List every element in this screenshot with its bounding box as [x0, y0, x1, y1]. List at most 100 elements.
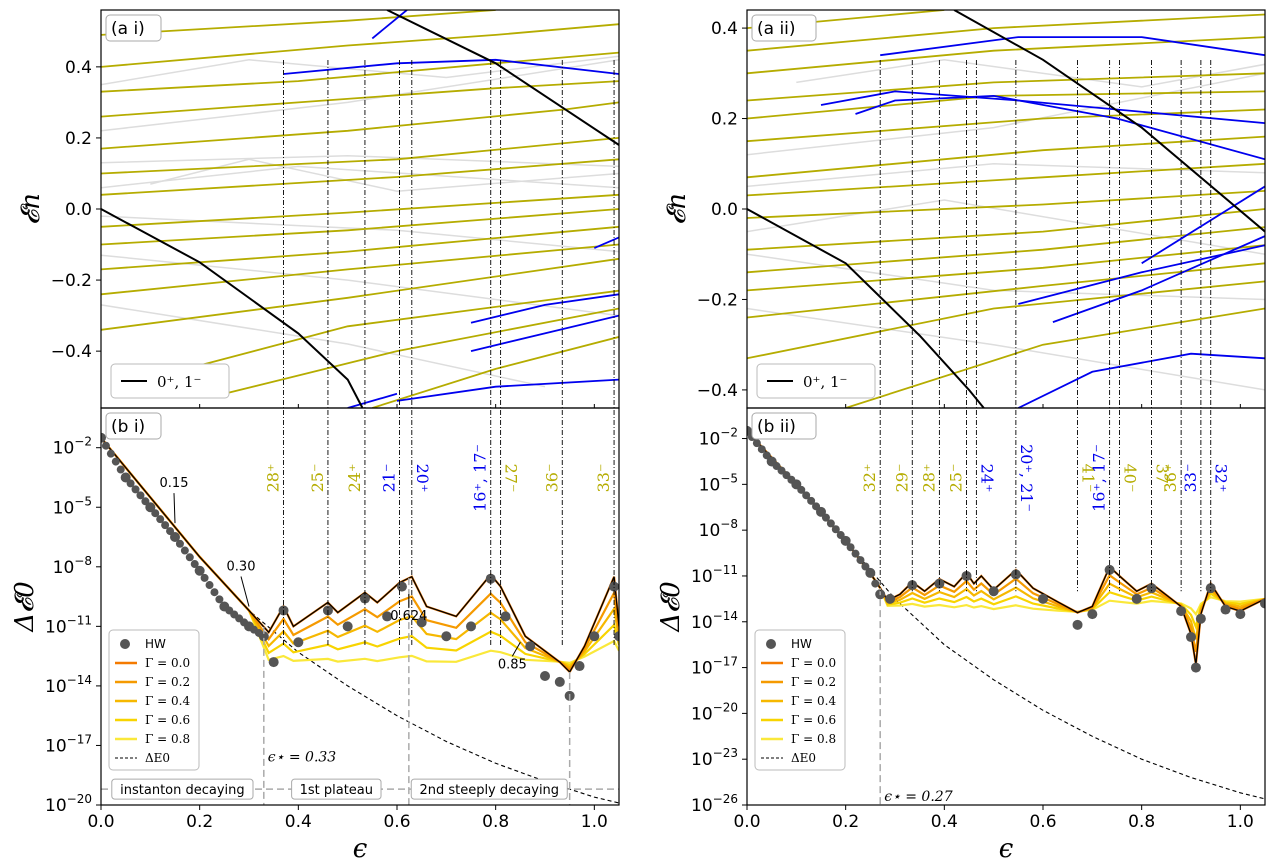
legend-marker — [120, 639, 130, 649]
legend-label: Γ = 0.2 — [791, 675, 836, 689]
hw-point — [161, 521, 170, 530]
resonance-label: 24⁺ — [345, 464, 364, 493]
hw-point — [554, 676, 565, 687]
ytick-label: −0.4 — [697, 381, 738, 401]
level-line-olive — [101, 23, 619, 68]
panel-b-ii: ϵ⋆ = 0.27 32⁺ 29⁻ 28⁺ 25⁻ 24⁺ 20⁺, 21⁻ 41⁻16⁺, … — [656, 407, 1266, 861]
panel-a-i: −0.4 −0.2 0.0 0.2 0.4 𝓔n (a i) 0⁺, 1⁻ — [16, 9, 620, 409]
hw-point — [116, 465, 125, 474]
level-line-olive — [845, 307, 1265, 408]
hw-point — [841, 536, 850, 545]
ytick-label: 10−20 — [45, 792, 92, 816]
legend-label: Γ = 0.4 — [145, 694, 190, 708]
hw-point — [540, 670, 550, 681]
ytick-label: 0.0 — [65, 200, 92, 220]
legend-label: 0⁺, 1⁻ — [803, 373, 847, 391]
ytick-label: 10−11 — [691, 563, 738, 587]
annotation-label: 0.85 — [498, 657, 527, 672]
legend-label: Γ = 0.4 — [791, 694, 836, 708]
hw-point — [792, 480, 801, 489]
gamma-curve — [747, 430, 1265, 631]
hw-point — [1186, 632, 1196, 643]
ytick-label: 10−14 — [45, 673, 92, 697]
ytick-label: 10−5 — [53, 494, 92, 518]
decay-plot — [747, 425, 1265, 800]
level-line-grey — [101, 59, 619, 132]
hw-point — [757, 445, 766, 454]
level-line-blue — [347, 392, 398, 408]
ytick-label: 10−23 — [691, 746, 738, 770]
hw-point — [1131, 593, 1142, 604]
level-line-blue — [1141, 185, 1265, 265]
legend-label: Γ = 0.0 — [791, 656, 836, 670]
legend-box — [108, 629, 200, 771]
panel-label: (b i) — [111, 417, 145, 437]
level-line-olive — [101, 80, 619, 118]
axes-frame — [746, 9, 1266, 409]
level-line-black — [953, 10, 1265, 233]
xtick-label: 1.0 — [1227, 812, 1254, 832]
annotation-arrow — [173, 493, 176, 524]
hw-point — [215, 595, 224, 604]
level-line-blue — [593, 236, 619, 249]
resonance-label: 36⁺ — [1161, 464, 1180, 493]
level-line-olive — [101, 158, 619, 196]
hw-point — [609, 581, 619, 592]
level-line-black — [747, 208, 985, 408]
region-box — [410, 778, 568, 800]
ytick-label: 10−11 — [45, 613, 92, 637]
resonance-label: 20⁺ — [413, 464, 432, 493]
xtick-label: 1.0 — [581, 812, 608, 832]
level-line-grey — [747, 307, 1265, 391]
legend-box — [756, 363, 876, 399]
hw-point — [126, 479, 135, 488]
hw-point — [136, 491, 145, 500]
hw-point — [797, 485, 806, 494]
hw-point — [185, 553, 194, 562]
level-line-olive — [199, 289, 619, 367]
level-line-grey — [101, 154, 619, 168]
panel-a-ii: −0.4 −0.2 0.0 0.2 0.4 𝓔n (a ii) 0⁺, 1⁻ — [662, 9, 1266, 409]
level-line-olive — [101, 243, 619, 296]
hw-point — [871, 579, 880, 588]
xtick-label: 0.4 — [931, 812, 958, 832]
resonance-label: 25⁻ — [947, 464, 966, 493]
hw-point — [589, 631, 600, 642]
ytick-label: 10−20 — [691, 700, 738, 724]
hw-point — [131, 485, 140, 494]
resonance-label: 37⁻ — [1153, 464, 1172, 493]
hw-point — [1072, 619, 1083, 630]
hw-point — [836, 531, 845, 540]
legend-box — [110, 363, 230, 399]
level-line-grey — [101, 304, 546, 388]
hw-point — [851, 549, 860, 558]
hw-point — [254, 628, 263, 637]
level-line-blue — [283, 58, 619, 75]
resonance-label: 24⁺ — [977, 464, 996, 493]
hw-point — [762, 451, 771, 460]
ytick-label: 10−5 — [699, 471, 738, 495]
ytick-label: 10−14 — [691, 609, 738, 633]
spectrum-lines — [101, 10, 619, 408]
ytick-label: 0.0 — [711, 200, 738, 220]
hw-point — [175, 539, 184, 548]
legend-label: Γ = 0.8 — [145, 732, 190, 746]
ytick-label: 10−26 — [691, 792, 738, 816]
hw-point — [1195, 613, 1206, 624]
hw-point — [866, 568, 875, 577]
region-label: instanton decaying — [120, 783, 245, 798]
panel-label: (b ii) — [757, 417, 796, 437]
level-line-olive — [101, 257, 619, 331]
level-line-olive — [747, 108, 1265, 143]
ytick-label: 10−2 — [53, 435, 92, 459]
hw-point — [485, 573, 496, 584]
level-line-olive — [747, 13, 1265, 52]
level-line-grey — [747, 199, 1265, 255]
legend-label: Γ = 0.6 — [791, 713, 836, 727]
hw-point — [106, 449, 115, 458]
resonance-label: 20⁺, 21⁻ — [1017, 444, 1036, 512]
x-axis-label: ϵ — [353, 834, 368, 861]
xtick-label: 0.4 — [285, 812, 312, 832]
ytick-label: −0.2 — [697, 290, 738, 310]
